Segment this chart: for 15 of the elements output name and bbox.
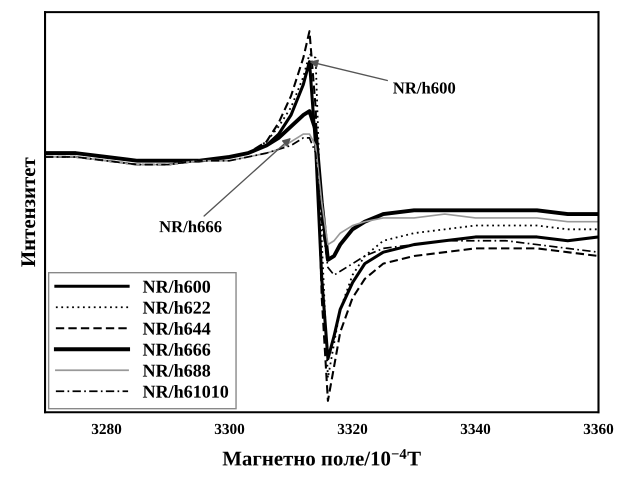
legend-label: NR/h622 [142, 301, 210, 314]
x-tick-label: 3300 [214, 424, 244, 434]
x-axis-title: Магнетно поле/10$^{−4}$T [222, 449, 421, 466]
legend-label: NR/h688 [142, 364, 210, 377]
legend-label: NR/h600 [142, 280, 210, 293]
legend-label: NR/h644 [142, 322, 210, 335]
annotation: NR/h600 [393, 82, 456, 94]
x-tick-label: 3340 [460, 424, 490, 434]
y-axis-title: Интензитет [21, 158, 36, 267]
legend-label: NR/h666 [142, 343, 210, 356]
annotation: NR/h666 [159, 220, 222, 232]
x-tick-label: 3360 [584, 424, 614, 434]
x-tick-label: 3280 [92, 424, 122, 434]
x-tick-label: 3320 [338, 424, 368, 434]
legend-label: NR/h61010 [142, 385, 228, 398]
